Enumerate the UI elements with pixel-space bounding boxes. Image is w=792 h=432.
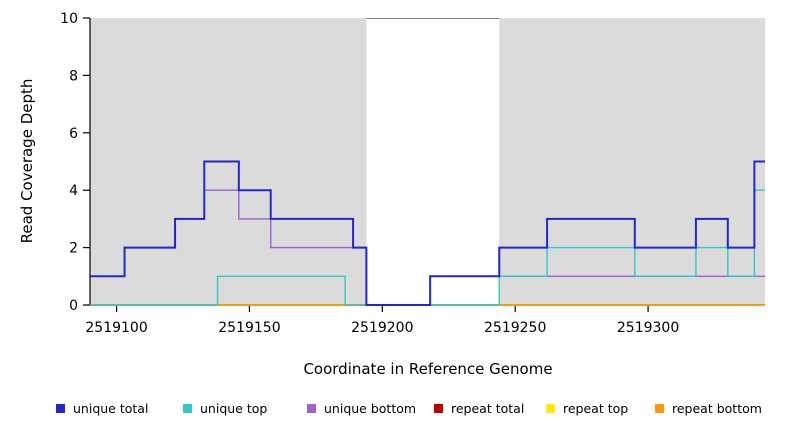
svg-text:2519150: 2519150 [218,320,280,336]
svg-text:10: 10 [60,11,78,27]
svg-text:6: 6 [69,126,78,142]
legend-label-unique-bottom: unique bottom [324,400,417,416]
repeat-bottom-swatch-icon [655,403,664,413]
legend-item-unique-total: unique total [56,400,148,416]
legend-label-unique-total: unique total [73,400,149,416]
legend-item-unique-top: unique top [183,400,267,416]
svg-text:0: 0 [69,298,78,314]
legend-item-repeat-total: repeat total [434,400,524,416]
repeat-total-swatch-icon [434,403,443,413]
legend-item-repeat-top: repeat top [546,400,628,416]
legend-item-unique-bottom: unique bottom [307,400,416,416]
legend-item-repeat-bottom: repeat bottom [655,400,762,416]
x-axis-title: Coordinate in Reference Genome [303,360,553,378]
series-unique-total [90,160,765,306]
svg-text:4: 4 [69,183,78,199]
svg-text:2: 2 [69,241,78,257]
unique-bottom-swatch-icon [307,403,316,413]
repeat-top-swatch-icon [546,403,555,413]
svg-text:2519300: 2519300 [617,320,679,336]
legend-label-unique-top: unique top [200,400,268,416]
legend-label-repeat-top: repeat top [563,400,629,416]
legend-label-repeat-bottom: repeat bottom [672,400,762,416]
series-unique-top [90,189,765,306]
coverage-plot-canvas: 0 2 4 6 8 10 2519100 2519150 2519200 2519250 25193… [60,11,765,336]
unique-top-swatch-icon [183,403,192,413]
unique-total-swatch-icon [56,403,65,413]
svg-text:8: 8 [69,68,78,84]
svg-text:2519250: 2519250 [484,320,546,336]
y-axis-title: Read Coverage Depth [18,78,36,244]
legend-label-repeat-total: repeat total [451,400,525,416]
svg-text:2519100: 2519100 [85,320,147,336]
svg-text:2519200: 2519200 [351,320,413,336]
